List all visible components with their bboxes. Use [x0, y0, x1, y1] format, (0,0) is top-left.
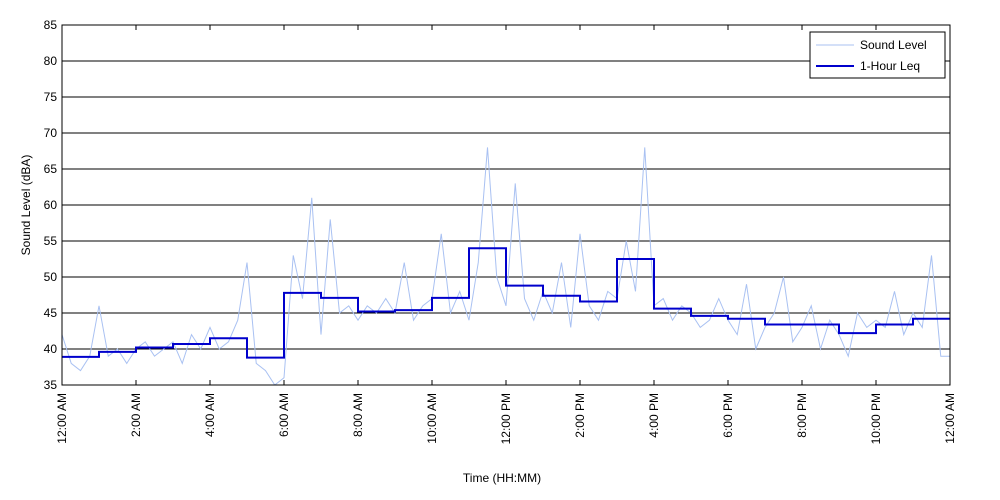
y-tick-label: 50	[44, 270, 58, 284]
x-tick-label: 10:00 PM	[869, 393, 883, 444]
y-tick-label: 85	[44, 18, 58, 32]
y-tick-label: 45	[44, 306, 58, 320]
x-tick-label: 2:00 AM	[129, 393, 143, 437]
x-tick-label: 12:00 AM	[943, 393, 957, 444]
legend-label: 1-Hour Leq	[860, 59, 920, 73]
x-tick-label: 8:00 AM	[351, 393, 365, 437]
y-tick-label: 35	[44, 378, 58, 392]
x-tick-label: 2:00 PM	[573, 393, 587, 438]
x-tick-label: 4:00 PM	[647, 393, 661, 438]
series-line	[62, 247, 950, 359]
y-tick-label: 60	[44, 198, 58, 212]
x-tick-label: 8:00 PM	[795, 393, 809, 438]
x-tick-label: 10:00 AM	[425, 393, 439, 444]
plot-frame	[61, 24, 951, 386]
y-tick-label: 55	[44, 234, 58, 248]
x-tick-label: 6:00 AM	[277, 393, 291, 437]
y-tick-label: 65	[44, 162, 58, 176]
x-tick-label: 12:00 PM	[499, 393, 513, 444]
legend-label: Sound Level	[860, 38, 927, 52]
legend-box	[809, 31, 946, 79]
y-tick-label: 70	[44, 126, 58, 140]
y-tick-label: 75	[44, 90, 58, 104]
x-axis-label: Time (HH:MM)	[463, 471, 541, 485]
series-line	[62, 147, 950, 385]
y-tick-label: 40	[44, 342, 58, 356]
x-tick-label: 6:00 PM	[721, 393, 735, 438]
y-axis-label: Sound Level (dBA)	[19, 155, 33, 256]
y-tick-label: 80	[44, 54, 58, 68]
x-tick-label: 4:00 AM	[203, 393, 217, 437]
x-tick-label: 12:00 AM	[55, 393, 69, 444]
